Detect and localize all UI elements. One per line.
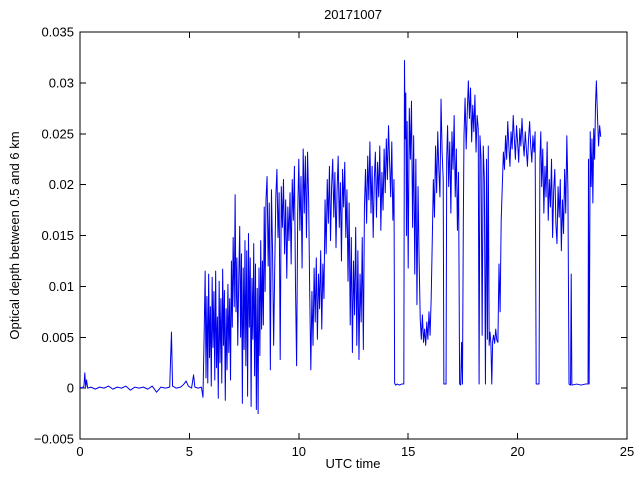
axes-frame — [79, 31, 628, 440]
y-tick-label: 0.025 — [41, 126, 74, 141]
y-tick-label: 0 — [67, 381, 74, 396]
chart-title: 20171007 — [324, 7, 382, 22]
y-tick-label: −0.005 — [34, 432, 74, 447]
plot-frame — [79, 31, 628, 440]
x-tick-label: 10 — [292, 444, 306, 459]
x-axis-label: UTC time — [326, 456, 381, 471]
x-tick-label: 0 — [76, 444, 83, 459]
x-tick-label: 20 — [510, 444, 524, 459]
x-tick-label: 15 — [401, 444, 415, 459]
y-tick-label: 0.005 — [41, 330, 74, 345]
y-tick-label: 0.03 — [49, 75, 74, 90]
x-tick-label: 5 — [186, 444, 193, 459]
data-series-line — [79, 59, 602, 415]
y-tick-label: 0.02 — [49, 177, 74, 192]
y-tick-label: 0.035 — [41, 25, 74, 40]
y-tick-label: 0.01 — [49, 279, 74, 294]
tick-labels: 0 5 10 15 20 25−0.00500.0050.010.0150.020.025… — [34, 25, 634, 460]
y-tick-label: 0.015 — [41, 228, 74, 243]
y-axis-label: Optical depth between 0.5 and 6 km — [7, 131, 22, 339]
x-tick-label: 25 — [620, 444, 634, 459]
data-series — [79, 59, 602, 415]
